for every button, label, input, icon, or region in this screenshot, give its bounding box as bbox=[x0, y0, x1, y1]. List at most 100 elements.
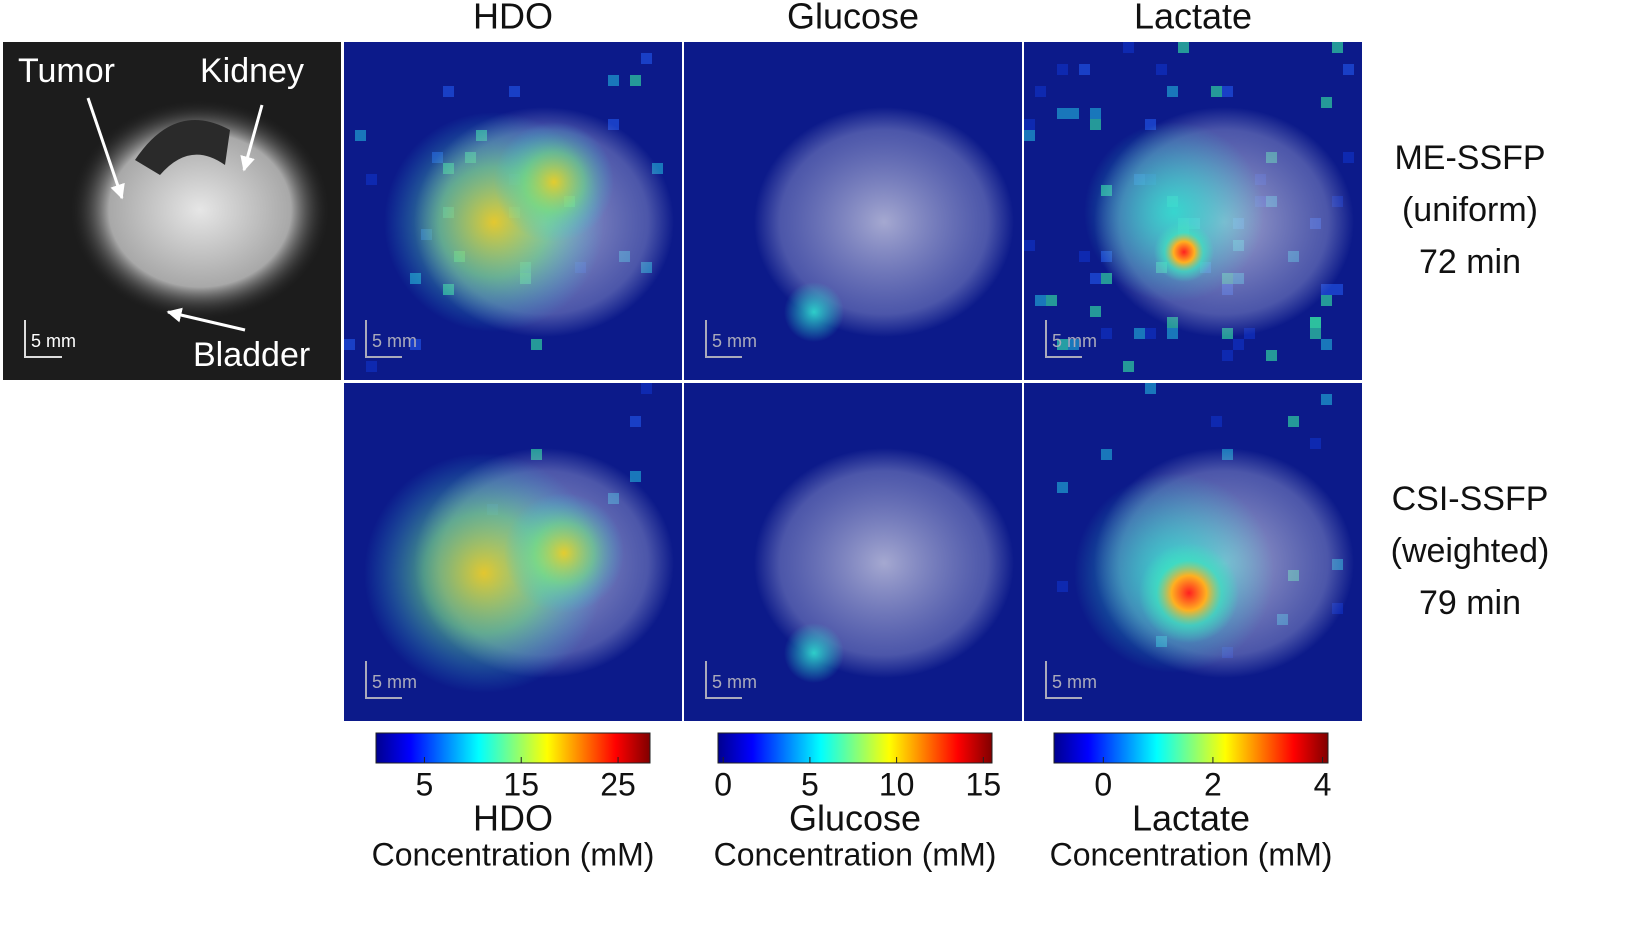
scale-bar-label: 5 mm bbox=[372, 331, 417, 351]
colorbar-unit: Concentration (mM) bbox=[714, 836, 997, 872]
noise-pixel bbox=[1310, 317, 1321, 328]
noise-pixel bbox=[1035, 86, 1046, 97]
noise-pixel bbox=[1266, 350, 1277, 361]
noise-pixel bbox=[1178, 42, 1189, 53]
row-label: ME-SSFP bbox=[1394, 139, 1545, 177]
colorbar-tick-label: 10 bbox=[879, 766, 915, 802]
noise-pixel bbox=[1167, 328, 1178, 339]
colorbar-tick-label: 5 bbox=[416, 766, 434, 802]
row-label: (weighted) bbox=[1391, 532, 1550, 570]
noise-pixel bbox=[1068, 108, 1079, 119]
noise-pixel bbox=[1343, 152, 1354, 163]
signal-blob bbox=[494, 122, 614, 242]
colorbar-title: HDO bbox=[473, 798, 553, 839]
noise-pixel bbox=[1123, 42, 1134, 53]
noise-pixel bbox=[1024, 119, 1035, 130]
colorbar-title: Lactate bbox=[1132, 798, 1250, 839]
noise-pixel bbox=[1101, 449, 1112, 460]
annotation: Bladder bbox=[193, 336, 310, 374]
colorbar-tick-label: 0 bbox=[1094, 766, 1112, 802]
scale-bar bbox=[705, 661, 742, 699]
scale-bar bbox=[705, 320, 742, 358]
noise-pixel bbox=[1145, 328, 1156, 339]
annotation: Kidney bbox=[200, 52, 304, 90]
anatomy-image: Tumor Kidney Bladder 5 mm bbox=[3, 42, 341, 380]
noise-pixel bbox=[608, 75, 619, 86]
signal-blob bbox=[504, 493, 624, 613]
noise-pixel bbox=[443, 86, 454, 97]
noise-pixel bbox=[1310, 438, 1321, 449]
noise-pixel bbox=[1145, 119, 1156, 130]
noise-pixel bbox=[1057, 581, 1068, 592]
colorbar-tick-label: 2 bbox=[1204, 766, 1222, 802]
noise-pixel bbox=[1090, 108, 1101, 119]
noise-pixel bbox=[366, 174, 377, 185]
noise-pixel bbox=[1079, 64, 1090, 75]
noise-pixel bbox=[1057, 339, 1068, 350]
noise-pixel bbox=[1321, 295, 1332, 306]
colorbar bbox=[717, 732, 993, 764]
colorbar-tick-label: 25 bbox=[600, 766, 636, 802]
noise-pixel bbox=[1321, 394, 1332, 405]
noise-pixel bbox=[608, 119, 619, 130]
annotation: Tumor bbox=[18, 52, 115, 90]
noise-pixel bbox=[1123, 361, 1134, 372]
row-label: 79 min bbox=[1419, 584, 1521, 622]
noise-pixel bbox=[344, 339, 355, 350]
scale-bar bbox=[1045, 661, 1082, 699]
colorbar-unit: Concentration (mM) bbox=[1050, 836, 1333, 872]
noise-pixel bbox=[1288, 416, 1299, 427]
colorbar-title: Glucose bbox=[789, 798, 921, 839]
colorbar-tick-label: 4 bbox=[1314, 766, 1332, 802]
row-label: 72 min bbox=[1419, 243, 1521, 281]
row-label: (uniform) bbox=[1402, 191, 1538, 229]
noise-pixel bbox=[1090, 306, 1101, 317]
colorbar bbox=[375, 732, 651, 764]
signal-blob bbox=[784, 282, 844, 342]
noise-pixel bbox=[641, 53, 652, 64]
scale-bar-label: 5 mm bbox=[712, 331, 757, 351]
noise-pixel bbox=[1101, 273, 1112, 284]
noise-pixel bbox=[1145, 383, 1156, 394]
row-label: CSI-SSFP bbox=[1392, 480, 1549, 518]
noise-pixel bbox=[1024, 240, 1035, 251]
noise-pixel bbox=[1310, 328, 1321, 339]
scale-bar bbox=[1045, 320, 1082, 358]
noise-pixel bbox=[410, 339, 421, 350]
noise-pixel bbox=[366, 361, 377, 372]
noise-pixel bbox=[1057, 64, 1068, 75]
noise-pixel bbox=[509, 86, 520, 97]
anatomy-overlay bbox=[754, 448, 1014, 678]
noise-pixel bbox=[1167, 86, 1178, 97]
noise-pixel bbox=[641, 383, 652, 394]
colorbar-unit: Concentration (mM) bbox=[372, 836, 655, 872]
noise-pixel bbox=[1222, 86, 1233, 97]
noise-pixel bbox=[1068, 339, 1079, 350]
noise-pixel bbox=[1332, 284, 1343, 295]
noise-pixel bbox=[1035, 295, 1046, 306]
noise-pixel bbox=[1134, 328, 1145, 339]
noise-pixel bbox=[1156, 64, 1167, 75]
noise-pixel bbox=[1101, 328, 1112, 339]
column-title: HDO bbox=[473, 0, 553, 37]
noise-pixel bbox=[1222, 350, 1233, 361]
signal-blob bbox=[1154, 222, 1214, 282]
noise-pixel bbox=[1332, 42, 1343, 53]
noise-pixel bbox=[1024, 130, 1035, 141]
noise-pixel bbox=[531, 339, 542, 350]
noise-pixel bbox=[1057, 482, 1068, 493]
noise-pixel bbox=[1321, 97, 1332, 108]
scale-bar-label: 5 mm bbox=[1052, 672, 1097, 692]
noise-pixel bbox=[1057, 108, 1068, 119]
noise-pixel bbox=[1046, 295, 1057, 306]
noise-pixel bbox=[355, 130, 366, 141]
noise-pixel bbox=[1343, 64, 1354, 75]
column-title: Glucose bbox=[787, 0, 919, 37]
scale-bar-label: 5 mm bbox=[372, 672, 417, 692]
colorbar-tick-label: 15 bbox=[966, 766, 1002, 802]
scale-bar-label: 5 mm bbox=[712, 672, 757, 692]
noise-pixel bbox=[1321, 339, 1332, 350]
noise-pixel bbox=[1211, 86, 1222, 97]
scale-bar bbox=[365, 320, 402, 358]
